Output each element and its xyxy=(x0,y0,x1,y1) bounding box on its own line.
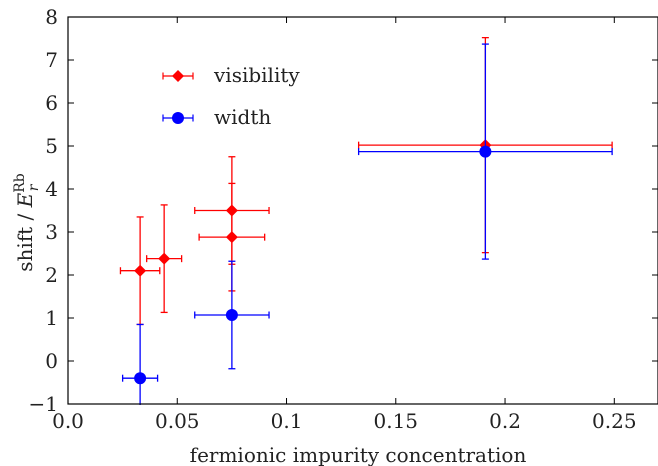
x-tick-label-5: 0.25 xyxy=(592,409,637,433)
axis-ticks: 0.0 0.05 0.1 0.15 0.2 0.25 −1 0 1 2 3 4 5 6 7 8 xyxy=(29,5,658,433)
y-tick-label-8: 7 xyxy=(45,48,58,72)
legend-label-visibility: visibility xyxy=(213,63,300,87)
y-tick-label-4: 3 xyxy=(45,220,58,244)
y-axis-label-superscript: Rb xyxy=(12,173,28,193)
legend-entry-width: width xyxy=(162,105,271,129)
point-visibility-1 xyxy=(158,252,171,265)
y-tick-label-7: 6 xyxy=(45,91,58,115)
y-tick-label-5: 4 xyxy=(45,177,58,201)
x-tick-label-2: 0.1 xyxy=(271,409,303,433)
legend: visibility width xyxy=(162,63,300,129)
plot-frame xyxy=(67,16,658,405)
y-tick-label-0: −1 xyxy=(29,392,58,416)
chart-marks xyxy=(119,36,613,405)
legend-marker-visibility xyxy=(172,70,184,82)
x-tick-label-4: 0.2 xyxy=(489,409,521,433)
point-width-2 xyxy=(479,145,492,158)
x-tick-label-0: 0.0 xyxy=(52,409,84,433)
x-axis-label: fermionic impurity concentration xyxy=(190,443,527,466)
y-tick-label-1: 0 xyxy=(45,349,58,373)
point-visibility-0 xyxy=(134,264,147,277)
series-width xyxy=(121,43,613,405)
legend-label-width: width xyxy=(214,105,271,129)
y-tick-label-6: 5 xyxy=(45,134,58,158)
point-width-1 xyxy=(225,308,238,321)
x-tick-label-1: 0.05 xyxy=(155,409,200,433)
y-tick-label-9: 8 xyxy=(45,5,58,29)
y-axis-label-prefix: shift / xyxy=(13,207,37,271)
y-axis-label-subscript: r xyxy=(26,183,42,191)
y-tick-label-2: 1 xyxy=(45,306,58,330)
point-visibility-3 xyxy=(225,231,238,244)
x-tick-label-3: 0.15 xyxy=(374,409,419,433)
legend-entry-visibility: visibility xyxy=(162,63,300,87)
point-width-0 xyxy=(134,372,147,385)
y-axis-label: shift / ERbr xyxy=(12,173,42,272)
y-tick-label-3: 2 xyxy=(45,263,58,287)
legend-marker-width xyxy=(172,112,184,124)
y-axis-label-symbol: E xyxy=(13,192,37,208)
series-visibility xyxy=(119,36,613,326)
